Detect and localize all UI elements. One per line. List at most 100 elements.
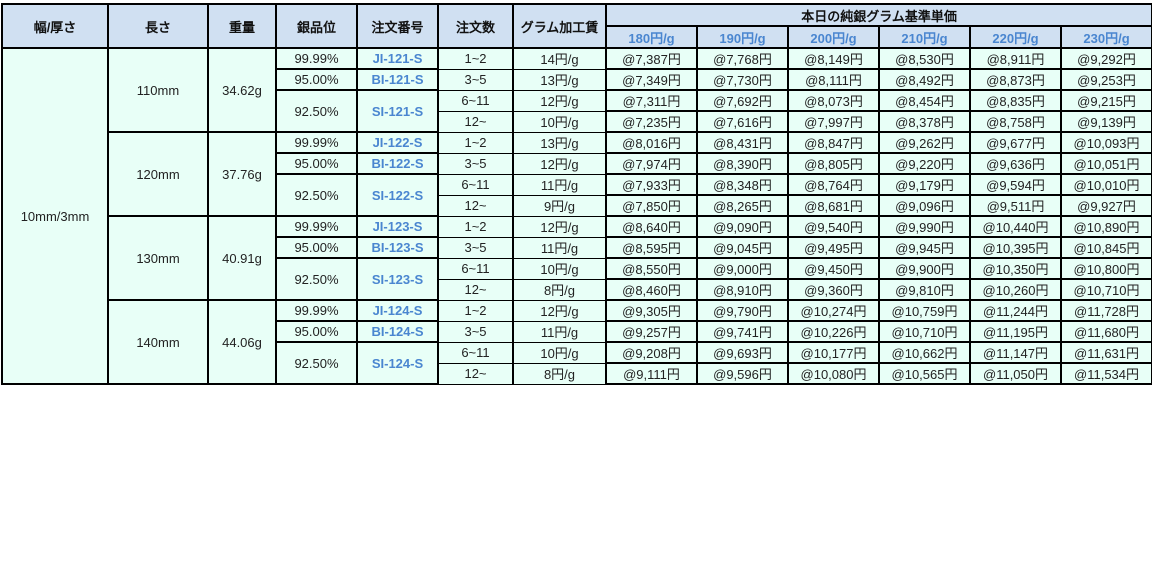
price-cell: @11,195円 [969,320,1062,343]
length-cell: 140mm [107,299,209,385]
price-cell: @9,945円 [878,236,971,259]
length-cell: 110mm [107,47,209,133]
price-cell: @10,395円 [969,236,1062,259]
price-cell: @8,764円 [787,173,880,196]
price-table: 幅/厚さ 長さ 重量 銀品位 注文番号 注文数 グラム加工賃 本日の純銀グラム基… [1,3,1152,385]
price-cell: @8,460円 [605,278,698,301]
price-cell: @10,274円 [787,299,880,322]
price-cell: @10,565円 [878,362,971,385]
header-purity: 銀品位 [275,3,358,49]
price-cell: @9,596円 [696,362,789,385]
order-number-cell: BI-122-S [356,152,439,175]
price-cell: @9,990円 [878,215,971,238]
quantity-cell: 12~ [437,110,514,133]
header-base-price: 本日の純銀グラム基準単価 [604,3,1152,27]
quantity-cell: 6~11 [437,173,514,196]
table-subrow: 95.00% BI-124-S [2,320,1152,343]
order-number-cell: BI-124-S [356,320,439,343]
quantity-cell: 3~5 [437,68,514,91]
quantity-cell: 3~5 [437,152,514,175]
price-cell: @10,890円 [1059,215,1152,238]
price-cell: @7,997円 [787,110,880,133]
fee-cell: 14円/g [512,47,607,70]
quantity-cell: 12~ [437,278,514,301]
length-cell: 130mm [107,215,209,301]
price-cell: @8,431円 [696,131,789,154]
price-cell: @9,810円 [878,278,971,301]
fee-cell: 10円/g [512,341,607,364]
header-weight: 重量 [207,3,277,49]
size-cell: 10mm/3mm [1,47,109,385]
price-cell: @10,177円 [787,341,880,364]
price-cell: @9,090円 [696,215,789,238]
price-cell: @7,235円 [605,110,698,133]
price-cell: @10,845円 [1059,236,1152,259]
price-cell: @8,530円 [878,47,971,70]
price-cell: @9,594円 [969,173,1062,196]
fee-cell: 9円/g [512,194,607,217]
quantity-cell: 3~5 [437,320,514,343]
fee-cell: 11円/g [512,173,607,196]
price-cell: @10,710円 [878,320,971,343]
quantity-cell: 3~5 [437,236,514,259]
price-cell: @8,073円 [787,89,880,112]
order-number-cell: SI-121-S [356,89,439,133]
quantity-cell: 6~11 [437,89,514,112]
header-price-column: 230円/g [1059,25,1152,49]
price-cell: @11,534円 [1059,362,1152,385]
price-cell: @9,179円 [878,173,971,196]
header-width-thickness: 幅/厚さ [1,3,109,49]
table-subrow: 92.50% SI-121-S [2,89,1152,133]
order-number-cell: JI-122-S [356,131,439,154]
price-cell: @7,349円 [605,68,698,91]
price-cell: @8,847円 [787,131,880,154]
fee-cell: 12円/g [512,299,607,322]
order-number-cell: JI-123-S [356,215,439,238]
fee-cell: 10円/g [512,257,607,280]
table-subrow: 92.50% SI-123-S [2,257,1152,301]
price-cell: @8,378円 [878,110,971,133]
price-cell: @8,595円 [605,236,698,259]
fee-cell: 8円/g [512,278,607,301]
price-cell: @10,350円 [969,257,1062,280]
price-cell: @9,257円 [605,320,698,343]
header-price-column: 220円/g [969,25,1062,49]
price-cell: @10,093円 [1059,131,1152,154]
header-quantity: 注文数 [437,3,514,49]
order-number-cell: JI-121-S [356,47,439,70]
price-cell: @8,454円 [878,89,971,112]
price-cell: @8,681円 [787,194,880,217]
purity-cell: 99.99% [275,131,358,154]
price-cell: @9,262円 [878,131,971,154]
purity-cell: 92.50% [275,257,358,301]
price-cell: @9,511円 [969,194,1062,217]
price-cell: @7,616円 [696,110,789,133]
price-cell: @7,933円 [605,173,698,196]
price-cell: @10,440円 [969,215,1062,238]
fee-cell: 13円/g [512,68,607,91]
purity-cell: 92.50% [275,173,358,217]
purity-cell: 95.00% [275,152,358,175]
fee-cell: 12円/g [512,152,607,175]
header-length: 長さ [107,3,209,49]
price-cell: @9,927円 [1059,194,1152,217]
price-cell: @10,260円 [969,278,1062,301]
price-cell: @9,215円 [1059,89,1152,112]
price-cell: @10,051円 [1059,152,1152,175]
quantity-cell: 1~2 [437,47,514,70]
price-cell: @8,348円 [696,173,789,196]
price-cell: @8,758円 [969,110,1062,133]
price-cell: @8,835円 [969,89,1062,112]
price-cell: @9,045円 [696,236,789,259]
price-cell: @9,139円 [1059,110,1152,133]
price-cell: @8,805円 [787,152,880,175]
price-cell: @10,710円 [1059,278,1152,301]
price-cell: @8,492円 [878,68,971,91]
header-processing-fee: グラム加工賃 [512,3,607,49]
price-cell: @10,080円 [787,362,880,385]
price-cell: @7,768円 [696,47,789,70]
weight-cell: 44.06g [207,299,277,385]
price-cell: @9,540円 [787,215,880,238]
length-cell: 120mm [107,131,209,217]
quantity-cell: 12~ [437,362,514,385]
